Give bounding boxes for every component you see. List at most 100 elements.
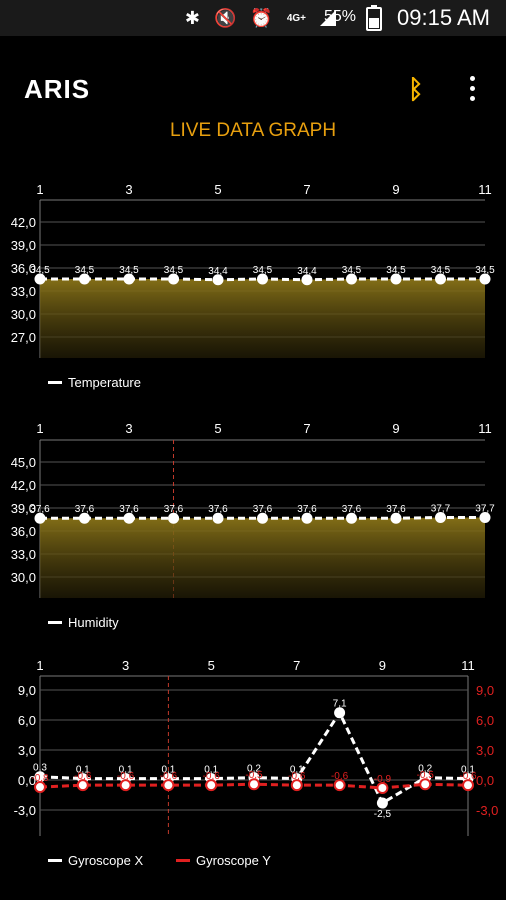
temperature-chart-x-tick: 1 bbox=[36, 182, 43, 197]
gyroscope-chart-point-y bbox=[162, 779, 175, 792]
temperature-chart-point bbox=[34, 273, 46, 285]
gyroscope-chart-point-y bbox=[376, 782, 389, 794]
gyroscope-chart-x-tick: 3 bbox=[122, 658, 129, 673]
gyroscope-chart-y-tick-right: 3,0 bbox=[476, 743, 494, 758]
page-title: LIVE DATA GRAPH bbox=[169, 120, 337, 141]
gyroscope-chart-x-tick: 1 bbox=[36, 658, 43, 673]
gyroscope-chart-point bbox=[34, 771, 46, 783]
overflow-menu-icon[interactable] bbox=[462, 72, 482, 106]
gyroscope-chart-point-y bbox=[248, 778, 260, 791]
gyroscope-chart-y-tick: 6,0 bbox=[18, 713, 36, 728]
gyroscope-chart-x-tick: 11 bbox=[461, 658, 475, 673]
gyroscope-chart-y-tick: 3,0 bbox=[18, 743, 36, 758]
humidity-chart-data-label: 37,6 bbox=[30, 504, 50, 515]
gyroscope-chart-x-tick: 7 bbox=[293, 658, 300, 673]
gyroscope-chart-legend-label: Gyroscope X bbox=[68, 853, 143, 868]
temperature-chart-x-tick: 5 bbox=[214, 182, 221, 197]
gyroscope-chart-x-tick: 5 bbox=[208, 658, 215, 673]
humidity-chart-data-label: 37,6 bbox=[164, 504, 184, 515]
temperature-chart-point bbox=[390, 273, 402, 285]
gyroscope-chart-point-y bbox=[290, 779, 303, 792]
temperature-chart-x-tick: 9 bbox=[392, 182, 399, 197]
gyroscope-chart-data-label: 0,1 bbox=[119, 765, 133, 776]
humidity-chart-x-tick: 3 bbox=[125, 421, 132, 436]
humidity-chart-point bbox=[479, 511, 491, 523]
gyroscope-chart-data-label: -0,6 bbox=[160, 771, 178, 782]
gyroscope-chart-legend-swatch bbox=[176, 859, 190, 862]
humidity-chart-point bbox=[390, 512, 402, 524]
gyroscope-chart-x-tick: 9 bbox=[379, 658, 386, 673]
gyroscope-chart-data-label: -0,5 bbox=[245, 770, 263, 781]
gyroscope-chart-y-tick: 9,0 bbox=[18, 683, 36, 698]
humidity-chart-y-tick: 33,0 bbox=[11, 547, 36, 562]
humidity-chart-x-tick: 1 bbox=[36, 421, 43, 436]
temperature-chart-y-tick: 39,0 bbox=[11, 238, 36, 253]
gyroscope-chart-y-tick: -3,0 bbox=[14, 803, 36, 818]
signal-icon bbox=[320, 10, 336, 26]
gyroscope-chart-legend-swatch bbox=[48, 859, 62, 862]
humidity-chart-point bbox=[346, 512, 357, 524]
humidity-chart-x-tick: 7 bbox=[303, 421, 310, 436]
app-title: ARIS bbox=[24, 74, 91, 104]
network-4g-icon: 4G+ bbox=[286, 12, 306, 24]
temperature-chart-data-label: 34,5 bbox=[431, 265, 451, 276]
humidity-chart-point bbox=[79, 512, 90, 524]
humidity-chart-point bbox=[435, 511, 446, 523]
gyroscope-chart-data-label: 0,3 bbox=[33, 763, 47, 774]
humidity-chart-data-label: 37,6 bbox=[119, 504, 139, 515]
temperature-chart-data-label: 34,5 bbox=[75, 265, 95, 276]
gyroscope-chart-point-y bbox=[76, 779, 89, 792]
gyroscope-chart-data-label: 0,1 bbox=[76, 765, 90, 776]
gyroscope-chart-point-y bbox=[119, 779, 132, 792]
bluetooth-icon: ✱ bbox=[184, 8, 200, 28]
humidity-chart-data-label: 37,7 bbox=[475, 503, 495, 514]
bluetooth-button-icon[interactable]: ᛒ bbox=[408, 74, 424, 104]
humidity-chart-x-tick: 9 bbox=[392, 421, 399, 436]
temperature-chart-point bbox=[212, 274, 224, 286]
humidity-chart-y-tick: 42,0 bbox=[11, 478, 36, 493]
humidity-chart-data-label: 37,6 bbox=[342, 504, 362, 515]
humidity-chart-legend-swatch bbox=[48, 621, 62, 624]
temperature-chart-data-label: 34,5 bbox=[386, 265, 406, 276]
humidity-chart-y-tick: 36,0 bbox=[11, 524, 36, 539]
temperature-chart-legend-swatch bbox=[48, 381, 62, 384]
mute-icon: 🔇 bbox=[213, 8, 237, 28]
temperature-chart-data-label: 34,5 bbox=[164, 265, 184, 276]
gyroscope-chart-data-label: -0,6 bbox=[331, 771, 349, 782]
humidity-chart-data-label: 37,6 bbox=[297, 504, 317, 515]
gyroscope-chart-point-y bbox=[34, 781, 46, 794]
humidity-chart-y-tick: 30,0 bbox=[11, 570, 36, 585]
temperature-chart-point bbox=[257, 273, 268, 285]
temperature-chart-x-tick: 3 bbox=[125, 182, 132, 197]
temperature-chart-y-tick: 30,0 bbox=[11, 307, 36, 322]
gyroscope-chart-data-label: -0,6 bbox=[459, 771, 477, 782]
temperature-chart-y-tick: 42,0 bbox=[11, 215, 36, 230]
humidity-chart-area-fill bbox=[40, 517, 485, 598]
app-bar: ARIS ᛒ bbox=[0, 36, 506, 136]
temperature-chart-point bbox=[301, 274, 313, 286]
gyroscope-chart-y-tick: 0,0 bbox=[18, 773, 36, 788]
humidity-chart-point bbox=[34, 512, 46, 524]
humidity-chart-x-tick: 11 bbox=[478, 421, 492, 436]
status-bar: ✱ 🔇 ⏰ 4G+ 55% 09:15 AM bbox=[0, 0, 506, 36]
gyroscope-chart-point-y bbox=[462, 779, 474, 792]
gyroscope-chart-y-tick-right: 9,0 bbox=[476, 683, 494, 698]
temperature-chart-x-tick: 7 bbox=[303, 182, 310, 197]
humidity-chart-legend-label: Humidity bbox=[68, 615, 119, 630]
gyroscope-chart-data-label: -0,8 bbox=[31, 773, 49, 784]
humidity-chart-point bbox=[212, 512, 224, 524]
temperature-chart-data-label: 34,5 bbox=[119, 265, 139, 276]
gyroscope-chart-data-label: 0,1 bbox=[461, 765, 475, 776]
gyroscope-chart-data-label: 0,1 bbox=[161, 765, 175, 776]
temperature-chart-data-label: 34,5 bbox=[30, 265, 50, 276]
temperature-chart-point bbox=[168, 273, 179, 285]
temperature-chart-point bbox=[346, 273, 357, 285]
gyroscope-chart-data-label: -0,6 bbox=[74, 771, 92, 782]
humidity-chart-data-label: 37,6 bbox=[208, 504, 228, 515]
humidity-chart-point bbox=[257, 512, 268, 524]
temperature-chart-data-label: 34,4 bbox=[208, 266, 228, 277]
temperature-chart-data-label: 34,5 bbox=[253, 265, 273, 276]
gyroscope-chart-data-label: -0,6 bbox=[288, 771, 306, 782]
gyroscope-chart-point-y bbox=[205, 779, 218, 792]
